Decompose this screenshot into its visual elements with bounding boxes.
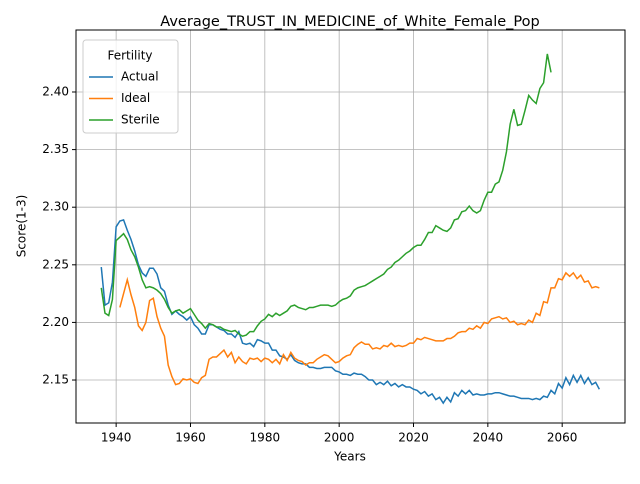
y-tick-label: 2.30 (42, 200, 69, 214)
x-tick-label: 2020 (398, 431, 429, 445)
x-tick-label: 2060 (547, 431, 578, 445)
y-tick-label: 2.40 (42, 84, 69, 98)
x-axis-label: Years (333, 450, 366, 464)
y-axis-label: Score(1-3) (15, 195, 29, 258)
legend-label: Sterile (121, 113, 160, 127)
series-line (119, 271, 600, 386)
y-tick-label: 2.35 (42, 142, 69, 156)
legend-box (82, 39, 179, 134)
x-tick-label: 2040 (473, 431, 504, 445)
y-tick-label: 2.25 (42, 257, 69, 271)
x-tick-label: 1940 (101, 431, 132, 445)
legend-label: Actual (121, 70, 159, 84)
legend-title: Fertility (107, 49, 152, 63)
chart-title: Average_TRUST_IN_MEDICINE_of_White_Femal… (160, 14, 539, 30)
y-tick-label: 2.20 (42, 315, 69, 329)
series-line (100, 218, 601, 405)
legend-label: Ideal (121, 91, 150, 105)
x-tick-label: 2000 (324, 431, 355, 445)
plot-frame (75, 29, 626, 424)
y-tick-label: 2.15 (42, 373, 69, 387)
x-tick-label: 1980 (250, 431, 281, 445)
x-tick-label: 1960 (175, 431, 206, 445)
series-line (100, 53, 552, 338)
